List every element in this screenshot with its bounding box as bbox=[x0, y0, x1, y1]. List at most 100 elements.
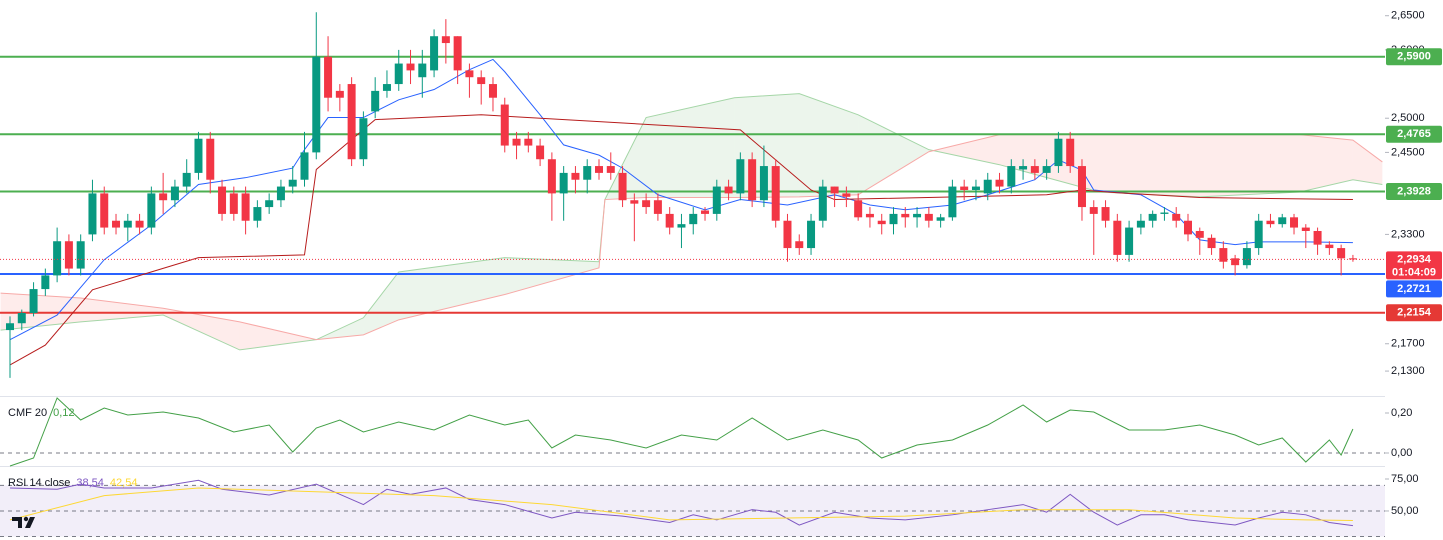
last-price-label: 2,2934 bbox=[1397, 253, 1432, 265]
candle-body bbox=[1042, 166, 1051, 173]
candle-body bbox=[771, 166, 780, 221]
y-tick-label: 0,20 bbox=[1391, 407, 1412, 419]
candle-body bbox=[88, 193, 97, 235]
indicator-value: 0,12 bbox=[53, 407, 74, 419]
candle-body bbox=[1325, 244, 1334, 249]
candle-body bbox=[359, 118, 368, 160]
candle-body bbox=[1030, 166, 1039, 173]
candle-body bbox=[1290, 217, 1299, 228]
candle-body bbox=[595, 166, 603, 173]
cloud-segment bbox=[646, 97, 735, 198]
candle-body bbox=[995, 179, 1004, 187]
candle-body bbox=[371, 90, 380, 112]
candle-body bbox=[1125, 227, 1134, 255]
cloud-segment bbox=[1299, 134, 1353, 193]
candle-body bbox=[1254, 220, 1263, 249]
candle-body bbox=[759, 166, 768, 201]
candle-body bbox=[1136, 220, 1145, 228]
candle-body bbox=[1278, 217, 1287, 225]
candle-body bbox=[1231, 258, 1240, 266]
candle-body bbox=[960, 186, 969, 190]
y-tick-label: 2,5000 bbox=[1391, 112, 1425, 124]
candle-body bbox=[218, 186, 227, 214]
candle-body bbox=[1148, 213, 1157, 221]
candle-body bbox=[488, 84, 497, 98]
cloud-segment bbox=[1099, 134, 1200, 197]
cloud-segment bbox=[928, 134, 1000, 165]
y-tick-label: 2,4500 bbox=[1391, 146, 1425, 158]
candle-body bbox=[53, 241, 62, 276]
candle-body bbox=[6, 323, 14, 331]
y-tick-label: 2,1700 bbox=[1391, 338, 1425, 350]
candle-body bbox=[748, 159, 757, 201]
y-tick-label: 75,00 bbox=[1391, 473, 1419, 485]
cloud-segment bbox=[504, 257, 599, 295]
candle-body bbox=[241, 193, 250, 221]
candle-body bbox=[901, 213, 910, 218]
candle-body bbox=[159, 193, 168, 201]
cloud-segment bbox=[604, 117, 647, 200]
candle-body bbox=[606, 166, 615, 173]
candle-body bbox=[1054, 138, 1063, 167]
candle-body bbox=[689, 213, 698, 225]
candle-body bbox=[1077, 166, 1086, 208]
candle-body bbox=[865, 213, 874, 218]
cloud-segment bbox=[1199, 134, 1300, 197]
level-label: 2,3928 bbox=[1397, 185, 1431, 197]
candle-body bbox=[76, 241, 85, 269]
cloud-segment bbox=[799, 93, 859, 197]
candle-body bbox=[877, 220, 886, 225]
candle-body bbox=[736, 159, 745, 194]
candle-body bbox=[335, 90, 344, 98]
indicator-line bbox=[9, 114, 1353, 366]
candle-body bbox=[1172, 213, 1181, 221]
y-tick-label: 0,00 bbox=[1391, 447, 1412, 459]
last-price-box bbox=[1386, 251, 1442, 280]
candle-body bbox=[842, 193, 851, 197]
candle-body bbox=[1348, 258, 1357, 260]
candle-body bbox=[229, 193, 238, 214]
candle-body bbox=[971, 186, 980, 190]
level-label: 2,2721 bbox=[1397, 283, 1431, 295]
candle-body bbox=[677, 224, 686, 228]
y-tick-label: 2,1300 bbox=[1391, 365, 1425, 377]
candle-body bbox=[17, 312, 26, 324]
candle-body bbox=[347, 84, 356, 160]
level-label-box bbox=[1386, 125, 1442, 143]
candle-body bbox=[123, 220, 132, 228]
tradingview-logo bbox=[12, 516, 35, 528]
level-label-box bbox=[1386, 48, 1442, 66]
candle-body bbox=[1019, 166, 1028, 170]
candle-body bbox=[453, 36, 462, 71]
candle-body bbox=[642, 200, 651, 208]
level-label: 2,2154 bbox=[1397, 307, 1432, 319]
candle-body bbox=[795, 241, 804, 249]
y-tick-label: 2,6500 bbox=[1391, 10, 1425, 22]
candle-body bbox=[630, 200, 639, 204]
candle-body bbox=[924, 213, 933, 221]
candle-body bbox=[783, 220, 792, 249]
candle-body bbox=[29, 289, 38, 313]
candle-body bbox=[665, 213, 674, 228]
candle-body bbox=[194, 138, 203, 173]
candle-body bbox=[312, 56, 321, 153]
candle-body bbox=[913, 213, 922, 218]
candle-body bbox=[571, 172, 580, 180]
candle-body bbox=[135, 220, 144, 228]
cloud-segment bbox=[1352, 140, 1383, 185]
candle-body bbox=[441, 36, 450, 44]
candle-body bbox=[206, 138, 215, 180]
candle-body bbox=[300, 152, 309, 180]
candle-body bbox=[701, 210, 710, 214]
candle-body bbox=[170, 186, 179, 201]
candle-body bbox=[559, 172, 568, 194]
price-axis: 2,65002,60002,50002,45002,33002,17002,13… bbox=[1385, 0, 1443, 540]
candle-body bbox=[253, 207, 262, 221]
candle-body bbox=[807, 220, 816, 249]
candle-body bbox=[182, 172, 191, 187]
candle-body bbox=[889, 213, 898, 225]
countdown-label: 01:04:09 bbox=[1392, 266, 1436, 278]
indicator-title: RSI 14 close bbox=[8, 477, 70, 489]
candle-body bbox=[1089, 207, 1098, 214]
